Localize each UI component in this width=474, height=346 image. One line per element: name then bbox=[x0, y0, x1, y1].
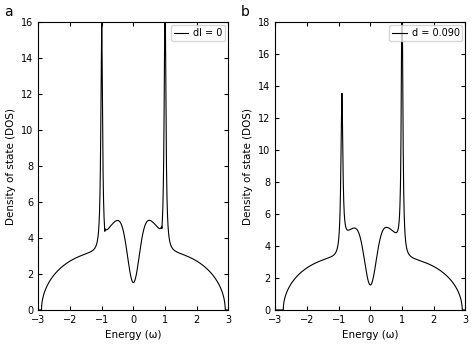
Y-axis label: Density of state (DOS): Density of state (DOS) bbox=[6, 108, 16, 225]
Legend: dl = 0: dl = 0 bbox=[171, 25, 226, 41]
X-axis label: Energy (ω): Energy (ω) bbox=[342, 330, 399, 340]
Legend: d = 0.090: d = 0.090 bbox=[389, 25, 463, 41]
Text: a: a bbox=[4, 5, 13, 19]
X-axis label: Energy (ω): Energy (ω) bbox=[105, 330, 162, 340]
Y-axis label: Density of state (DOS): Density of state (DOS) bbox=[243, 108, 253, 225]
Text: b: b bbox=[241, 5, 250, 19]
